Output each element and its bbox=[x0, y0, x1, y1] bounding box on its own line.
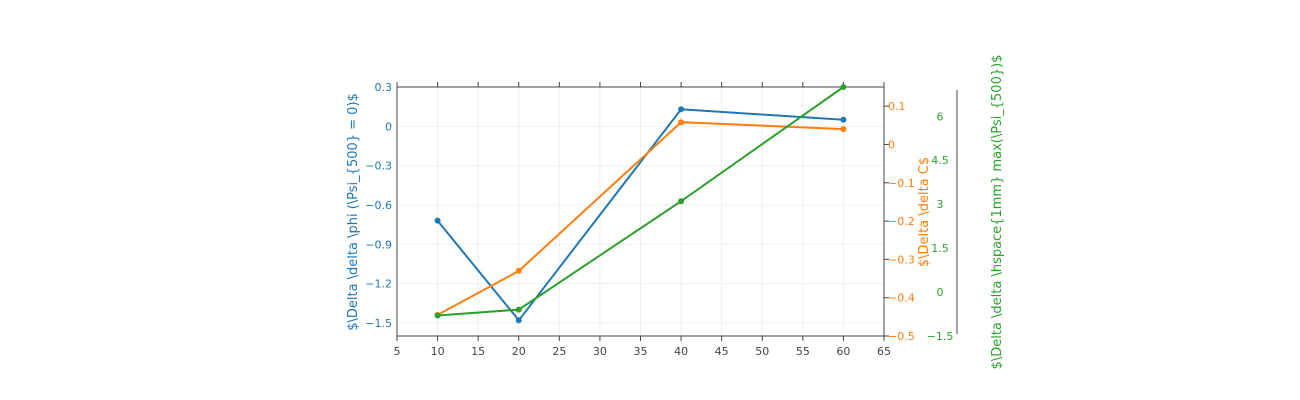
y1-axis-title: $\Delta \delta \phi (\Psi_{500} = 0)$ bbox=[346, 93, 361, 331]
y3-tick-label: 6 bbox=[937, 110, 944, 123]
series-1-line bbox=[436, 108, 844, 322]
y1-tick-label: 0.3 bbox=[375, 81, 393, 94]
x-tick-label: 15 bbox=[471, 345, 485, 358]
series-2-point bbox=[515, 267, 522, 274]
y3-tick-label: 4.5 bbox=[931, 154, 949, 167]
x-tick-label: 30 bbox=[593, 345, 607, 358]
axes: 5 10 15 20 25 30 35 40 45 50 55 60 650.30−0.3−0.6−0.… bbox=[365, 81, 958, 358]
y2-tick-label: 0 bbox=[888, 138, 895, 151]
y2-tick-label: −0.4 bbox=[888, 292, 915, 305]
y2-axis-title: $\Delta \delta C$ bbox=[917, 157, 932, 267]
x-tick-label: 60 bbox=[836, 345, 850, 358]
y3-tick-label: 3 bbox=[937, 198, 944, 211]
y3-tick-label: 0 bbox=[937, 286, 944, 299]
x-tick-label: 45 bbox=[715, 345, 729, 358]
y1-tick-label: −0.9 bbox=[365, 238, 392, 251]
y3-tick-label: −1.5 bbox=[927, 330, 954, 343]
x-tick-label: 40 bbox=[674, 345, 688, 358]
y1-tick-label: −1.5 bbox=[365, 317, 392, 330]
y2-tick-label: −0.1 bbox=[888, 177, 915, 190]
x-tick-label: 55 bbox=[796, 345, 810, 358]
y2-tick-label: −0.5 bbox=[888, 330, 915, 343]
series-2-point bbox=[678, 119, 685, 126]
y1-tick-label: 0 bbox=[385, 120, 392, 133]
y3-axis-title: $\Delta \delta \hspace{1mm} max(\Psi_{50… bbox=[990, 55, 1005, 370]
y1-tick-label: −0.6 bbox=[365, 199, 392, 212]
y1-tick-label: −0.3 bbox=[365, 160, 392, 173]
x-tick-label: 25 bbox=[552, 345, 566, 358]
y2-tick-label: 0.1 bbox=[888, 100, 906, 113]
y2-tick-label: −0.3 bbox=[888, 253, 915, 266]
series-3-point bbox=[840, 84, 847, 90]
series-1-point bbox=[515, 317, 522, 324]
series-3-point bbox=[515, 306, 522, 313]
x-tick-label: 5 bbox=[394, 345, 401, 358]
series-3-point bbox=[434, 312, 441, 319]
grid-lines bbox=[396, 86, 885, 336]
series-2-point bbox=[840, 126, 847, 133]
series-1-point bbox=[840, 116, 847, 123]
series-3-line bbox=[437, 86, 844, 317]
x-tick-label: 10 bbox=[431, 345, 445, 358]
x-tick-label: 65 bbox=[877, 345, 891, 358]
series-1-point bbox=[678, 106, 685, 113]
series-3-point bbox=[678, 198, 685, 205]
y3-tick-label: 1.5 bbox=[931, 242, 949, 255]
x-tick-label: 50 bbox=[755, 345, 769, 358]
x-tick-label: 35 bbox=[634, 345, 648, 358]
y2-tick-label: −0.2 bbox=[888, 215, 915, 228]
series-layer bbox=[434, 84, 847, 324]
series-2-line bbox=[437, 121, 844, 316]
y1-tick-label: −1.2 bbox=[365, 278, 392, 291]
x-tick-label: 20 bbox=[512, 345, 526, 358]
series-1-point bbox=[434, 217, 441, 224]
